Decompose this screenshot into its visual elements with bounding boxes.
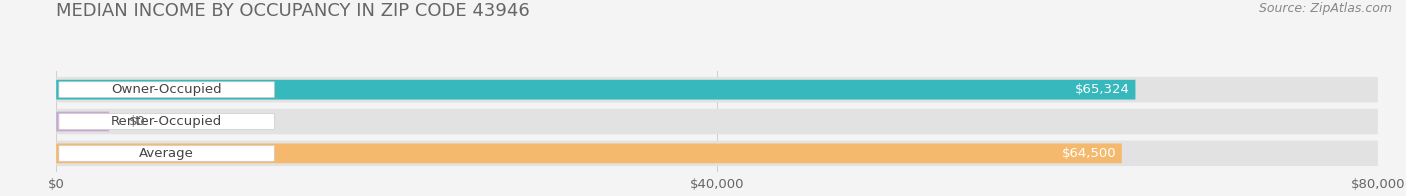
FancyBboxPatch shape [59, 145, 274, 161]
Text: $65,324: $65,324 [1076, 83, 1130, 96]
Text: MEDIAN INCOME BY OCCUPANCY IN ZIP CODE 43946: MEDIAN INCOME BY OCCUPANCY IN ZIP CODE 4… [56, 2, 530, 20]
FancyBboxPatch shape [59, 114, 274, 129]
Text: Average: Average [139, 147, 194, 160]
Text: Owner-Occupied: Owner-Occupied [111, 83, 222, 96]
FancyBboxPatch shape [59, 82, 274, 98]
FancyBboxPatch shape [56, 141, 1378, 166]
Text: Source: ZipAtlas.com: Source: ZipAtlas.com [1258, 2, 1392, 15]
FancyBboxPatch shape [56, 77, 1378, 102]
FancyBboxPatch shape [56, 80, 1136, 100]
FancyBboxPatch shape [56, 109, 1378, 134]
Text: $64,500: $64,500 [1062, 147, 1116, 160]
Text: Renter-Occupied: Renter-Occupied [111, 115, 222, 128]
FancyBboxPatch shape [56, 112, 110, 131]
FancyBboxPatch shape [56, 143, 1122, 163]
Text: $0: $0 [129, 115, 146, 128]
